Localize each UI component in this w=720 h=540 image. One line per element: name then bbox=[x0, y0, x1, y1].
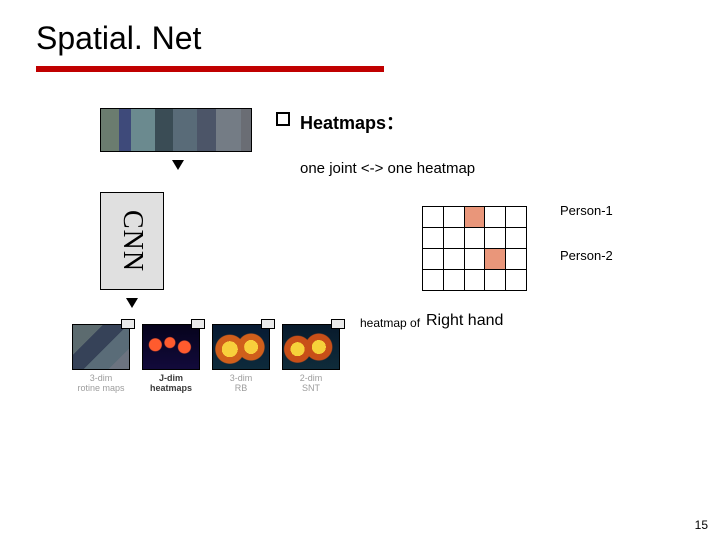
heatmap-of-subject: Right hand bbox=[426, 312, 503, 330]
thumbnail-caption: 2-dimSNT bbox=[278, 374, 344, 394]
thumbnail-caption: J-dimheatmaps bbox=[138, 374, 204, 394]
input-image-strip bbox=[100, 108, 252, 152]
thumbnail-caption: 3-dimrotine maps bbox=[68, 374, 134, 394]
arrow-down-icon bbox=[126, 298, 138, 308]
dim-badge bbox=[331, 319, 345, 329]
square-bullet-icon bbox=[276, 112, 290, 126]
dim-badge bbox=[261, 319, 275, 329]
cnn-label: CNN bbox=[116, 210, 148, 272]
dim-badge bbox=[121, 319, 135, 329]
title-rule bbox=[36, 66, 384, 72]
cnn-box: CNN bbox=[100, 192, 164, 290]
heatmap-grid bbox=[422, 206, 527, 290]
output-thumbnail bbox=[72, 324, 130, 370]
page-title: Spatial. Net bbox=[36, 20, 201, 57]
heatmap-of-prefix: heatmap of bbox=[360, 316, 420, 330]
mapping-text: one joint <-> one heatmap bbox=[300, 160, 475, 177]
output-thumbnail bbox=[282, 324, 340, 370]
page-number: 15 bbox=[695, 518, 708, 532]
person-label: Person-1 bbox=[560, 203, 613, 218]
dim-badge bbox=[191, 319, 205, 329]
person-label: Person-2 bbox=[560, 248, 613, 263]
thumbnail-caption: 3-dimRB bbox=[208, 374, 274, 394]
output-thumbnail bbox=[212, 324, 270, 370]
output-thumbnail bbox=[142, 324, 200, 370]
arrow-down-icon bbox=[172, 160, 184, 170]
section-heading: Heatmaps： bbox=[300, 109, 404, 135]
